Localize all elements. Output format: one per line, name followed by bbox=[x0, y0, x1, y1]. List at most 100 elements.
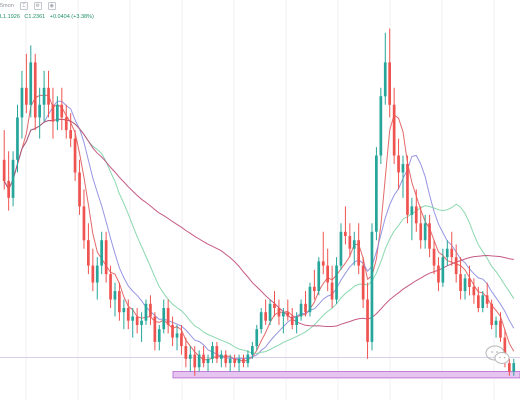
candle[interactable] bbox=[171, 316, 174, 347]
candle[interactable] bbox=[379, 87, 383, 164]
candle[interactable] bbox=[149, 295, 152, 325]
candle[interactable] bbox=[477, 286, 480, 313]
candle[interactable] bbox=[140, 312, 143, 342]
candle[interactable] bbox=[228, 354, 232, 372]
candle[interactable] bbox=[122, 299, 126, 330]
candle[interactable] bbox=[2, 130, 6, 190]
candle[interactable] bbox=[135, 308, 139, 334]
candle[interactable] bbox=[459, 257, 462, 300]
candle[interactable] bbox=[375, 147, 378, 241]
candle[interactable] bbox=[166, 299, 170, 334]
candle[interactable] bbox=[91, 248, 95, 292]
candle[interactable] bbox=[383, 32, 387, 105]
candle[interactable] bbox=[481, 291, 485, 313]
candle[interactable] bbox=[237, 354, 241, 372]
candle[interactable] bbox=[202, 346, 205, 368]
candle[interactable] bbox=[397, 138, 400, 190]
candle[interactable] bbox=[184, 337, 188, 368]
candle[interactable] bbox=[131, 308, 134, 338]
candle[interactable] bbox=[366, 282, 369, 359]
camera-icon[interactable]: ◉ bbox=[47, 2, 56, 10]
candle[interactable] bbox=[268, 299, 272, 325]
candle[interactable] bbox=[468, 265, 471, 296]
candle[interactable] bbox=[78, 159, 81, 215]
candle[interactable] bbox=[233, 354, 236, 368]
candle[interactable] bbox=[42, 70, 46, 122]
candle[interactable] bbox=[286, 299, 290, 321]
candle[interactable] bbox=[317, 257, 321, 296]
candle[interactable] bbox=[339, 223, 343, 270]
candle[interactable] bbox=[180, 324, 183, 355]
candle[interactable] bbox=[485, 282, 489, 308]
candle[interactable] bbox=[370, 223, 374, 351]
candle[interactable] bbox=[282, 308, 285, 334]
candle[interactable] bbox=[304, 291, 307, 317]
candle[interactable] bbox=[33, 53, 37, 131]
candle[interactable] bbox=[38, 87, 41, 139]
candle[interactable] bbox=[406, 155, 409, 224]
candle[interactable] bbox=[472, 278, 476, 304]
candle[interactable] bbox=[512, 358, 516, 376]
candle[interactable] bbox=[326, 248, 329, 292]
candle[interactable] bbox=[206, 354, 210, 372]
candle[interactable] bbox=[25, 53, 28, 114]
candle[interactable] bbox=[162, 299, 166, 334]
candle[interactable] bbox=[211, 341, 214, 364]
candle[interactable] bbox=[73, 130, 77, 181]
interval-label[interactable]: 5mon bbox=[0, 3, 14, 9]
candle[interactable] bbox=[157, 324, 161, 351]
candle[interactable] bbox=[494, 316, 498, 338]
candle[interactable] bbox=[11, 151, 15, 207]
candle[interactable] bbox=[144, 299, 148, 325]
candle[interactable] bbox=[414, 189, 418, 232]
candle[interactable] bbox=[290, 308, 294, 330]
candle[interactable] bbox=[153, 312, 157, 351]
candle[interactable] bbox=[20, 70, 24, 139]
candle[interactable] bbox=[277, 299, 281, 325]
candle[interactable] bbox=[16, 104, 19, 173]
candle[interactable] bbox=[508, 358, 511, 376]
candle[interactable] bbox=[490, 299, 493, 330]
candle[interactable] bbox=[361, 257, 365, 308]
chart-style-icon[interactable]: ⌶ bbox=[19, 2, 28, 10]
candle[interactable] bbox=[56, 96, 59, 131]
candle[interactable] bbox=[60, 87, 64, 131]
candle[interactable] bbox=[388, 28, 391, 118]
candle[interactable] bbox=[273, 291, 276, 317]
candle[interactable] bbox=[109, 265, 112, 308]
candle[interactable] bbox=[264, 299, 267, 325]
candles-layer[interactable] bbox=[2, 28, 516, 376]
candle[interactable] bbox=[251, 341, 254, 359]
candle[interactable] bbox=[47, 70, 50, 118]
candle[interactable] bbox=[193, 346, 197, 376]
candle[interactable] bbox=[308, 282, 312, 317]
candle[interactable] bbox=[295, 312, 298, 334]
candle[interactable] bbox=[95, 257, 99, 300]
candle[interactable] bbox=[82, 189, 86, 249]
candle[interactable] bbox=[69, 113, 72, 148]
candle[interactable] bbox=[299, 299, 303, 321]
candle[interactable] bbox=[419, 206, 423, 249]
candle[interactable] bbox=[437, 257, 440, 292]
candle[interactable] bbox=[51, 87, 55, 139]
candle[interactable] bbox=[126, 299, 130, 330]
candle[interactable] bbox=[321, 231, 325, 275]
candle[interactable] bbox=[423, 214, 427, 249]
candle[interactable] bbox=[220, 350, 223, 368]
candle[interactable] bbox=[392, 87, 396, 164]
candle[interactable] bbox=[242, 354, 245, 368]
candle[interactable] bbox=[432, 240, 436, 275]
candle[interactable] bbox=[7, 151, 10, 211]
candle[interactable] bbox=[64, 104, 68, 139]
candle[interactable] bbox=[352, 231, 356, 266]
candle[interactable] bbox=[255, 324, 259, 351]
candle[interactable] bbox=[348, 223, 352, 258]
candle[interactable] bbox=[188, 346, 192, 372]
candle[interactable] bbox=[441, 248, 445, 287]
candle[interactable] bbox=[410, 197, 414, 241]
candle[interactable] bbox=[335, 257, 338, 304]
candle[interactable] bbox=[450, 231, 454, 266]
candle[interactable] bbox=[224, 350, 228, 368]
